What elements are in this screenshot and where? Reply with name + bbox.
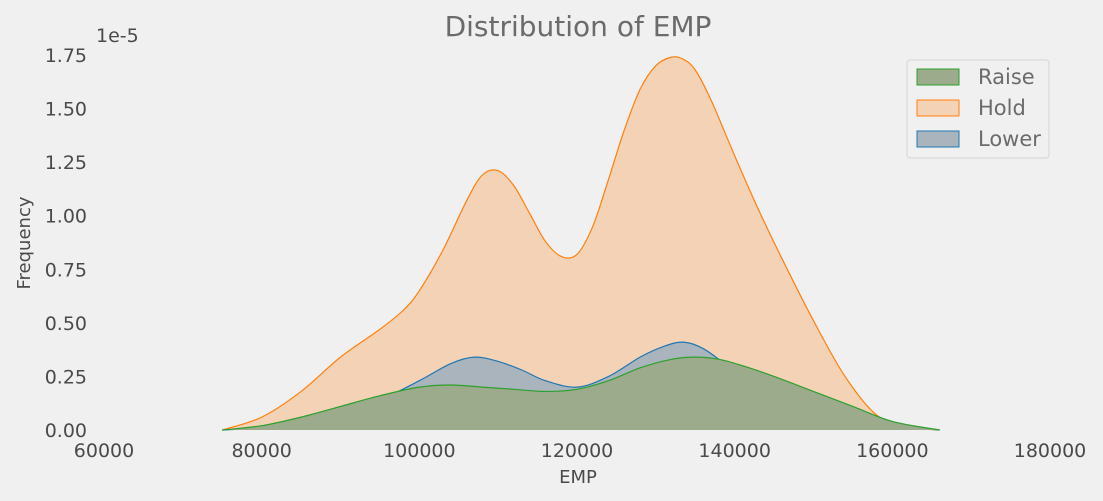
area-fill-hold (222, 56, 940, 430)
legend-swatch-hold (916, 99, 960, 117)
y-tick-label: 1.00 (45, 206, 87, 228)
x-tick-label: 80000 (231, 440, 291, 462)
chart-title: Distribution of EMP (445, 10, 712, 43)
x-tick-label: 160000 (856, 440, 929, 462)
y-tick-label: 0.00 (45, 420, 87, 442)
x-tick-label: 180000 (1014, 440, 1087, 462)
y-tick-label: 0.50 (45, 313, 87, 335)
legend-label-raise: Raise (978, 65, 1035, 89)
x-axis-label: EMP (559, 467, 597, 488)
density-areas (222, 56, 940, 431)
x-tick-label: 120000 (541, 440, 614, 462)
y-scale-label: 1e-5 (96, 25, 139, 47)
y-tick-label: 0.75 (45, 259, 87, 281)
y-tick-label: 0.25 (45, 366, 87, 388)
legend-label-lower: Lower (978, 127, 1041, 151)
density-line-hold (222, 56, 940, 431)
x-axis-ticks: 60000 80000 100000 120000 140000 160000 180000 (74, 440, 1086, 462)
density-line-raise (222, 356, 940, 431)
legend: Raise Hold Lower (906, 59, 1050, 159)
y-tick-label: 1.50 (45, 99, 87, 121)
y-tick-label: 1.75 (45, 45, 87, 67)
legend-swatch-raise (916, 68, 960, 86)
area-fill-raise (222, 357, 940, 430)
legend-label-hold: Hold (978, 96, 1026, 120)
y-axis-ticks: 0.00 0.25 0.50 0.75 1.00 1.25 1.50 1.75 (45, 45, 87, 442)
legend-swatch-lower (916, 130, 960, 148)
y-axis-label: Frequency (14, 196, 35, 289)
y-tick-label: 1.25 (45, 152, 87, 174)
x-tick-label: 100000 (383, 440, 456, 462)
x-tick-label: 60000 (74, 440, 134, 462)
x-tick-label: 140000 (698, 440, 771, 462)
